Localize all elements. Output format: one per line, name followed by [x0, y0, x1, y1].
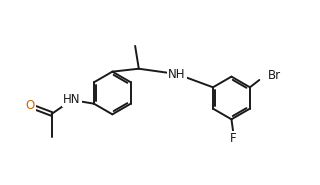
Text: F: F [230, 132, 236, 145]
Text: O: O [26, 99, 35, 112]
Text: Br: Br [268, 68, 281, 82]
Text: HN: HN [63, 93, 81, 107]
Text: NH: NH [168, 68, 186, 80]
